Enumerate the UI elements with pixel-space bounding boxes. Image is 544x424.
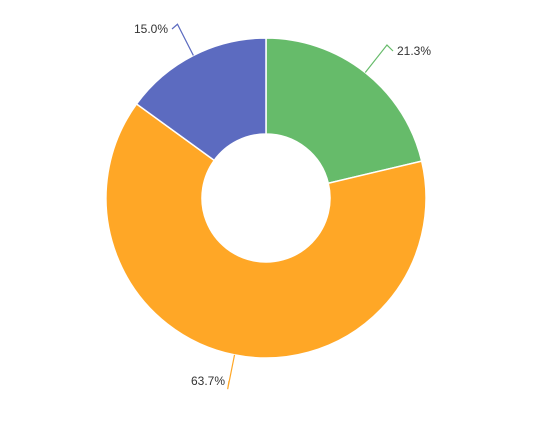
data-label-0: 21.3% [397, 44, 431, 58]
donut-slice-1[interactable] [105, 102, 427, 359]
donut-slice-2[interactable] [135, 37, 267, 162]
data-label-1: 63.7% [191, 374, 225, 388]
leader-line-1 [227, 354, 236, 390]
leader-line-2 [171, 23, 194, 56]
leader-line-0 [364, 44, 394, 73]
donut-slice-0[interactable] [265, 37, 423, 185]
slices-group [105, 37, 427, 359]
data-labels-group: 21.3% 63.7% 15.0% [134, 22, 431, 388]
leader-lines-group [171, 23, 394, 390]
data-label-2: 15.0% [134, 22, 168, 36]
